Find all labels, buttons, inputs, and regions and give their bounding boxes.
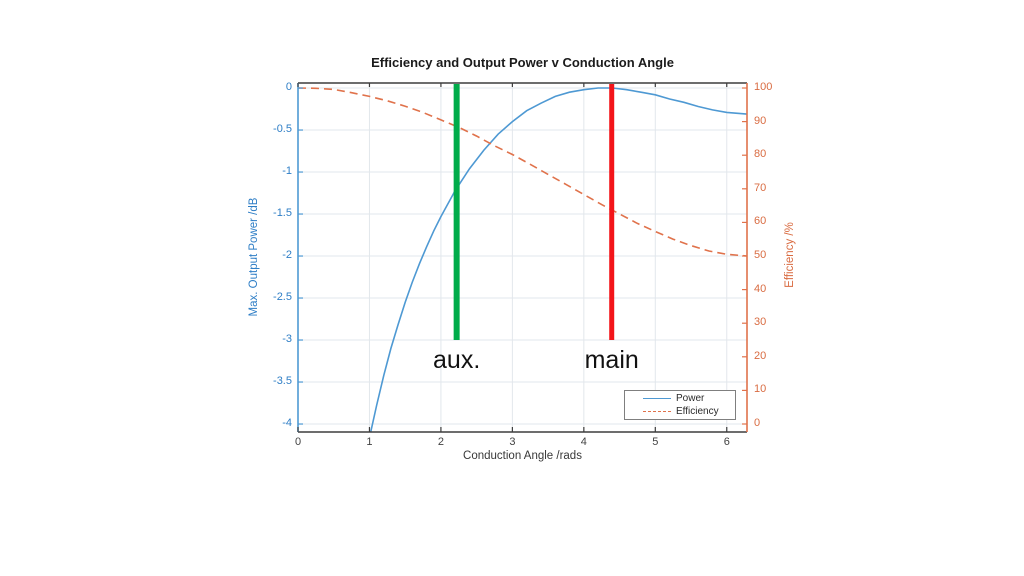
x-tick-label: 4 (580, 436, 587, 448)
power-curve (369, 87, 747, 432)
efficiency-curve (298, 87, 747, 257)
x-tick-label: 3 (509, 436, 516, 448)
left-y-tick-label: -1.5 (273, 207, 292, 220)
legend-label-power: Power (676, 392, 705, 404)
legend-entry-efficiency: Efficiency (635, 406, 735, 418)
legend-label-efficiency: Efficiency (676, 405, 719, 417)
x-tick-label: 0 (294, 436, 302, 448)
right-y-tick-label: 50 (754, 249, 767, 261)
x-tick-label: 1 (366, 436, 373, 448)
left-y-tick-label: -2.5 (273, 291, 292, 304)
legend-entry-power: Power (635, 393, 735, 405)
left-y-tick-label: -1 (282, 165, 292, 178)
left-y-tick-label: -0.5 (273, 123, 292, 136)
legend: Power Efficiency (624, 390, 736, 420)
x-tick-label: 6 (723, 436, 730, 448)
right-y-tick-label: 0 (754, 417, 761, 429)
right-y-tick-label: 100 (754, 81, 773, 93)
aux-bar-label: aux. (433, 346, 481, 374)
left-y-tick-label: 0 (285, 81, 292, 94)
right-y-tick-label: 80 (754, 148, 767, 161)
left-y-tick-label: -3.5 (273, 375, 292, 388)
right-y-tick-label: 90 (754, 114, 767, 127)
left-y-tick-label: -2 (282, 249, 292, 262)
left-y-tick-label: -3 (282, 333, 292, 346)
right-y-tick-label: 40 (754, 282, 767, 295)
x-axis-label: Conduction Angle /rads (463, 450, 582, 462)
main-bar-label: main (584, 346, 639, 374)
x-tick-label: 2 (437, 436, 444, 448)
efficiency-line-swatch (643, 411, 671, 412)
power-line-swatch (643, 398, 671, 399)
x-tick-label: 5 (652, 436, 659, 448)
chart-title: Efficiency and Output Power v Conduction… (371, 55, 674, 70)
right-y-tick-label: 60 (754, 215, 767, 228)
left-y-tick-label: -4 (282, 417, 292, 430)
data-series-group (298, 87, 747, 432)
right-y-tick-label: 70 (754, 181, 767, 194)
right-y-tick-label: 30 (754, 316, 767, 329)
right-y-tick-label: 20 (754, 349, 767, 362)
right-y-tick-label: 10 (754, 383, 767, 396)
